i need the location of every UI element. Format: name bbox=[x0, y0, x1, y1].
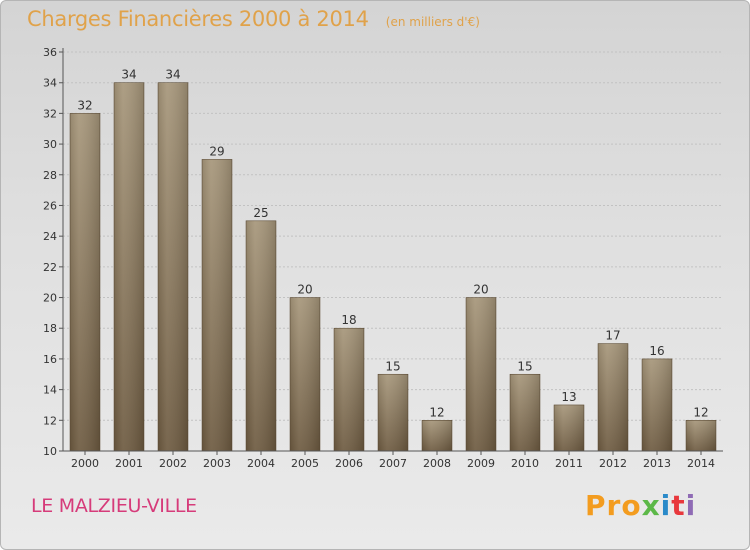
data-label: 12 bbox=[693, 405, 708, 419]
y-tick-label: 16 bbox=[43, 353, 57, 366]
bar-layer bbox=[69, 82, 717, 452]
title-row: Charges Financières 2000 à 2014 (en mill… bbox=[27, 7, 480, 31]
y-tick-label: 36 bbox=[43, 46, 57, 59]
data-label: 32 bbox=[77, 98, 92, 112]
y-tick-label: 34 bbox=[43, 77, 57, 90]
y-tick-label: 20 bbox=[43, 292, 57, 305]
data-label: 12 bbox=[429, 405, 444, 419]
chart-subtitle: (en milliers d'€) bbox=[385, 15, 480, 29]
y-tick-label: 32 bbox=[43, 107, 57, 120]
x-tick-label: 2001 bbox=[115, 457, 143, 470]
data-label: 29 bbox=[209, 144, 224, 158]
x-tick-label: 2014 bbox=[687, 457, 715, 470]
x-tick-label: 2004 bbox=[247, 457, 275, 470]
x-tick-label: 2000 bbox=[71, 457, 99, 470]
logo-part: i bbox=[685, 489, 697, 522]
data-label: 15 bbox=[385, 359, 400, 373]
axis-layer bbox=[59, 48, 723, 455]
x-tick-label: 2013 bbox=[643, 457, 671, 470]
x-tick-label: 2008 bbox=[423, 457, 451, 470]
bar-shade bbox=[246, 220, 276, 451]
data-label: 34 bbox=[165, 68, 180, 82]
bar-shade bbox=[466, 297, 496, 451]
commune-name: LE MALZIEU-VILLE bbox=[31, 495, 197, 517]
bar-shade bbox=[378, 374, 408, 451]
bar-shade bbox=[334, 328, 364, 451]
x-tick-label: 2006 bbox=[335, 457, 363, 470]
logo-part: t bbox=[671, 489, 686, 522]
bar-shade bbox=[686, 420, 716, 451]
chart-title: Charges Financières 2000 à 2014 bbox=[27, 7, 369, 31]
y-tick-label: 26 bbox=[43, 199, 57, 212]
y-tick-label: 14 bbox=[43, 384, 57, 397]
data-label: 20 bbox=[297, 283, 312, 297]
logo-part: i bbox=[660, 489, 672, 522]
y-tick-label: 22 bbox=[43, 261, 57, 274]
x-tick-label: 2009 bbox=[467, 457, 495, 470]
y-tick-label: 18 bbox=[43, 322, 57, 335]
y-tick-label: 28 bbox=[43, 169, 57, 182]
logo-part: x bbox=[641, 489, 661, 522]
bar-shade bbox=[554, 404, 584, 451]
x-tick-label: 2011 bbox=[555, 457, 583, 470]
x-tick-label: 2003 bbox=[203, 457, 231, 470]
bar-shade bbox=[642, 358, 672, 451]
y-tick-label: 30 bbox=[43, 138, 57, 151]
data-label: 20 bbox=[473, 283, 488, 297]
bar-shade bbox=[158, 82, 188, 451]
x-tick-label: 2007 bbox=[379, 457, 407, 470]
data-label: 34 bbox=[121, 68, 136, 82]
bar-shade bbox=[290, 297, 320, 451]
bar-shade bbox=[510, 374, 540, 451]
x-tick-label: 2010 bbox=[511, 457, 539, 470]
bar-shade bbox=[70, 113, 100, 451]
data-label: 17 bbox=[605, 329, 620, 343]
x-tick-label: 2012 bbox=[599, 457, 627, 470]
x-tick-label: 2002 bbox=[159, 457, 187, 470]
data-label: 18 bbox=[341, 313, 356, 327]
data-label: 13 bbox=[561, 390, 576, 404]
y-tick-label: 24 bbox=[43, 230, 57, 243]
proxiti-logo: Proxiti bbox=[585, 489, 696, 522]
bar-shade bbox=[202, 159, 232, 451]
bar-shade bbox=[422, 420, 452, 451]
label-layer: 10 12 14 16 18 20 22 24 26 28 30 32 34 36 32 2000 34 2001… bbox=[43, 46, 715, 470]
y-tick-label: 12 bbox=[43, 414, 57, 427]
data-label: 25 bbox=[253, 206, 268, 220]
logo-part: Pro bbox=[585, 489, 642, 522]
bar-shade bbox=[598, 343, 628, 451]
x-tick-label: 2005 bbox=[291, 457, 319, 470]
data-label: 16 bbox=[649, 344, 664, 358]
y-tick-label: 10 bbox=[43, 445, 57, 458]
bar-shade bbox=[114, 82, 144, 451]
data-label: 15 bbox=[517, 359, 532, 373]
